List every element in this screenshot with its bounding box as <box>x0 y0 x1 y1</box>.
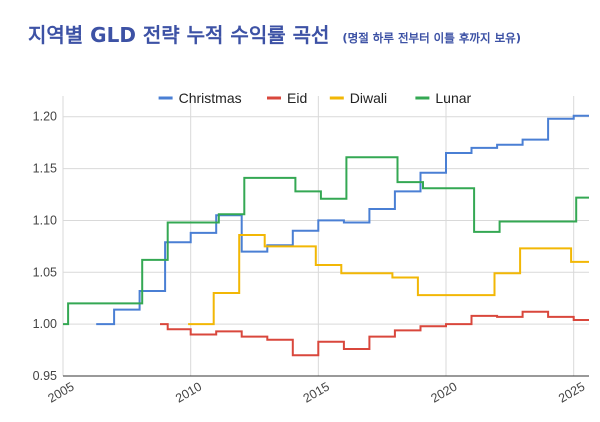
y-tick-label: 1.10 <box>33 213 57 227</box>
series-line-eid <box>160 310 589 357</box>
y-tick-label: 1.05 <box>33 265 57 279</box>
y-tick-label: 1.00 <box>33 317 57 331</box>
grid <box>62 96 589 377</box>
y-axis: 0.95 1.00 1.05 1.10 1.15 1.20 <box>33 110 57 383</box>
series-group <box>63 114 589 357</box>
series-line-lunar <box>63 156 589 326</box>
y-tick-label: 1.15 <box>33 162 57 176</box>
x-tick-label: 2010 <box>173 379 204 405</box>
chart-title-main: 지역별 GLD 전략 누적 수익률 곡선 <box>28 23 329 47</box>
y-tick-label: 1.20 <box>33 110 57 124</box>
x-tick-label: 2005 <box>45 379 76 405</box>
chart-subtitle: (명절 하루 전부터 이틀 후까지 보유) <box>342 31 521 45</box>
legend-label-eid: Eid <box>287 90 307 106</box>
x-tick-label: 2020 <box>428 379 459 405</box>
legend-label-lunar: Lunar <box>435 90 471 106</box>
series-line-diwali <box>188 234 589 326</box>
series-line-christmas <box>96 114 589 326</box>
chart-title: 지역별 GLD 전략 누적 수익률 곡선 (명절 하루 전부터 이틀 후까지 보… <box>28 23 521 47</box>
legend: Christmas Eid Diwali Lunar <box>158 90 472 106</box>
y-tick-label: 0.95 <box>33 369 57 383</box>
x-tick-label: 2015 <box>301 379 332 405</box>
legend-label-christmas: Christmas <box>179 90 242 106</box>
x-tick-label: 2025 <box>556 379 587 405</box>
x-axis: 2005 2010 2015 2020 2025 <box>45 379 587 405</box>
legend-label-diwali: Diwali <box>350 90 387 106</box>
